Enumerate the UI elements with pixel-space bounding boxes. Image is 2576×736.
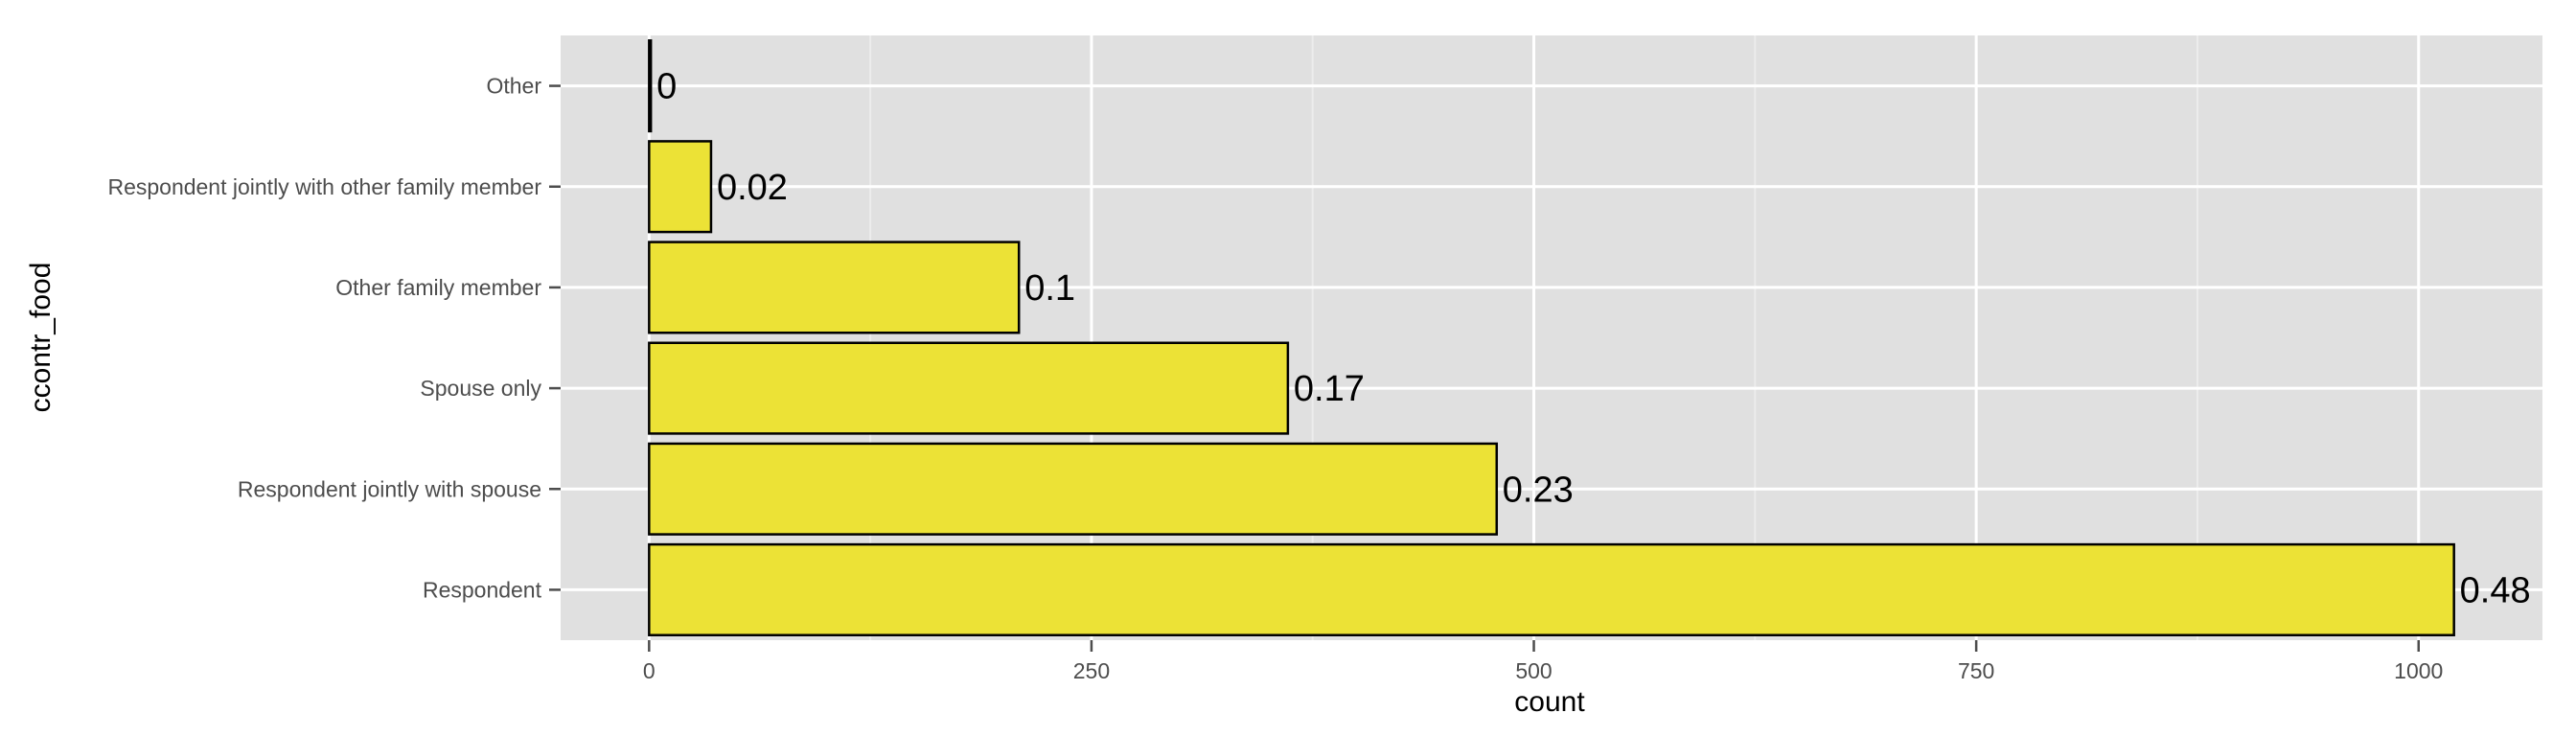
x-tick-label: 0	[643, 658, 656, 683]
x-axis-title: count	[1514, 686, 1585, 718]
y-axis: Other Respondent jointly with other famil…	[107, 74, 561, 602]
data-label: 0	[656, 67, 677, 107]
bar	[648, 39, 653, 133]
minor-gridlines	[869, 35, 2198, 640]
y-tick-label: Respondent	[423, 577, 542, 602]
bar	[648, 442, 1499, 536]
data-label: 0.1	[1024, 268, 1075, 309]
data-label: 0.17	[1294, 369, 1365, 409]
x-tick-label: 250	[1073, 658, 1110, 683]
plot-panel	[561, 35, 2542, 640]
x-tick-label: 1000	[2394, 658, 2443, 683]
y-tick-label: Other family member	[335, 275, 541, 300]
bar	[648, 542, 2455, 636]
y-tick-label: Respondent jointly with spouse	[238, 476, 541, 501]
x-tick-label: 750	[1958, 658, 1994, 683]
bar	[648, 341, 1290, 435]
bar	[648, 241, 1021, 334]
bars	[648, 39, 2455, 636]
bar	[648, 140, 713, 234]
data-label: 0.02	[717, 168, 788, 208]
data-label: 0.23	[1503, 470, 1574, 510]
x-axis: 0 250 500 750 1000	[643, 640, 2443, 683]
y-tick-label: Spouse only	[420, 376, 541, 401]
x-tick-label: 500	[1515, 658, 1552, 683]
data-label: 0.48	[2460, 570, 2531, 610]
y-tick-label: Respondent jointly with other family mem…	[107, 174, 541, 199]
y-axis-title: ccontr_food	[25, 263, 57, 413]
data-labels: 0 0.02 0.1 0.17 0.23 0.48	[656, 67, 2530, 611]
y-tick-label: Other	[486, 74, 541, 99]
